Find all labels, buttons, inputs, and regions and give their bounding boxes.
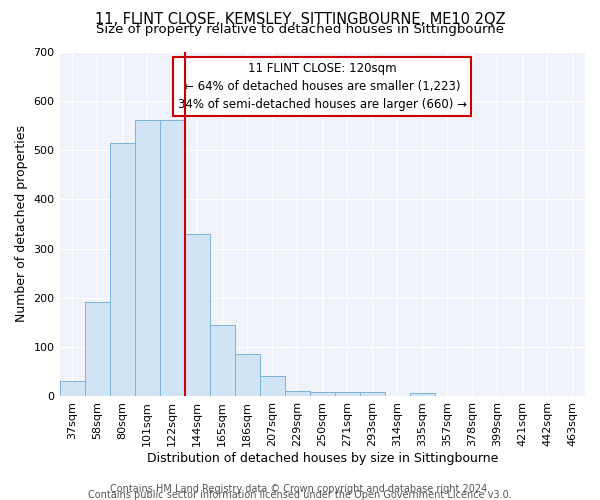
Bar <box>110 142 134 396</box>
Y-axis label: Number of detached properties: Number of detached properties <box>15 126 28 322</box>
Bar <box>360 392 385 396</box>
Bar <box>160 120 185 396</box>
X-axis label: Distribution of detached houses by size in Sittingbourne: Distribution of detached houses by size … <box>146 452 498 465</box>
Text: 11 FLINT CLOSE: 120sqm
← 64% of detached houses are smaller (1,223)
34% of semi-: 11 FLINT CLOSE: 120sqm ← 64% of detached… <box>178 62 467 111</box>
Bar <box>134 120 160 396</box>
Bar <box>209 326 235 396</box>
Text: 11, FLINT CLOSE, KEMSLEY, SITTINGBOURNE, ME10 2QZ: 11, FLINT CLOSE, KEMSLEY, SITTINGBOURNE,… <box>95 12 505 28</box>
Bar <box>235 354 260 397</box>
Bar <box>185 234 209 396</box>
Bar <box>410 392 435 396</box>
Text: Size of property relative to detached houses in Sittingbourne: Size of property relative to detached ho… <box>96 22 504 36</box>
Bar <box>85 302 110 396</box>
Bar <box>285 390 310 396</box>
Bar <box>335 392 360 396</box>
Text: Contains HM Land Registry data © Crown copyright and database right 2024.: Contains HM Land Registry data © Crown c… <box>110 484 490 494</box>
Text: Contains public sector information licensed under the Open Government Licence v3: Contains public sector information licen… <box>88 490 512 500</box>
Bar <box>59 380 85 396</box>
Bar <box>260 376 285 396</box>
Bar <box>310 392 335 396</box>
